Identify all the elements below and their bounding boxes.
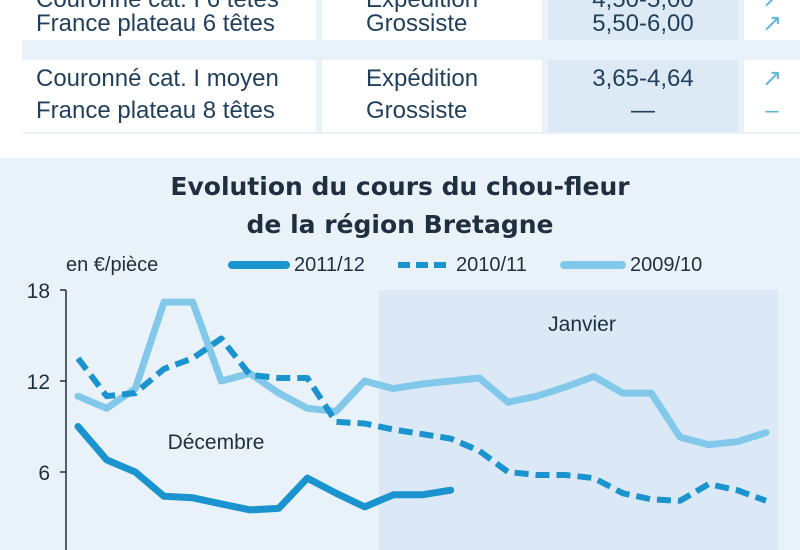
legend-label-2010-11: 2010/11 <box>456 254 527 276</box>
product-cell: Couronné cat. I 6 têtes France plateau 6… <box>22 0 316 40</box>
series-line-2009-10 <box>74 298 770 449</box>
trend-cell: ↗ ↗ <box>744 0 800 40</box>
table-row: Couronné cat. I moyen France plateau 8 t… <box>22 60 800 132</box>
region-label-janvier: Janvier <box>548 313 616 336</box>
dash-icon: – <box>765 97 779 124</box>
y-tick-label: 18 <box>27 280 50 303</box>
region-label-decembre: Décembre <box>168 431 265 454</box>
stage-line: Expédition <box>366 0 478 14</box>
price-cell: 4,50-5,00 5,50-6,00 <box>548 0 738 40</box>
unit-label: en €/pièce <box>66 254 159 276</box>
chart-title: Evolution du cours du chou-fleur <box>170 172 630 201</box>
stage-line: Expédition <box>366 65 479 92</box>
price-line: 5,50-6,00 <box>592 10 694 37</box>
legend-label-2009-10: 2009/10 <box>630 254 703 276</box>
price-line: — <box>631 97 655 124</box>
stage-cell: Expédition Grossiste <box>322 0 542 40</box>
arrow-up-right-icon: ↗ <box>761 65 783 92</box>
arrow-up-right-icon: ↗ <box>761 10 783 37</box>
series-line-2011-12 <box>74 423 455 514</box>
legend-label-2011-12: 2011/12 <box>294 254 365 276</box>
price-cell: 3,65-4,64 — <box>548 60 738 132</box>
product-line: France plateau 6 têtes <box>36 10 275 37</box>
product-line: France plateau 8 têtes <box>36 97 275 124</box>
stage-line: Grossiste <box>366 10 468 37</box>
product-cell: Couronné cat. I moyen France plateau 8 t… <box>22 60 316 132</box>
price-line: 4,50-5,00 <box>548 0 738 14</box>
january-region <box>379 290 778 550</box>
product-line: Couronné cat. I moyen <box>36 65 279 92</box>
y-tick-label: 12 <box>27 371 50 394</box>
series-line-2010-11 <box>75 335 768 504</box>
arrow-up-right-icon: ↗ <box>744 0 800 14</box>
stage-line: Grossiste <box>366 97 468 124</box>
price-line: 3,65-4,64 <box>592 65 694 92</box>
stage-cell: Expédition Grossiste <box>322 60 542 132</box>
product-line: Couronné cat. I 6 têtes <box>36 0 279 14</box>
y-tick-label: 6 <box>38 462 50 485</box>
table-row: Couronné cat. I 6 têtes France plateau 6… <box>22 0 800 40</box>
chart-subtitle: de la région Bretagne <box>246 210 554 239</box>
trend-cell: ↗ – <box>744 60 800 132</box>
